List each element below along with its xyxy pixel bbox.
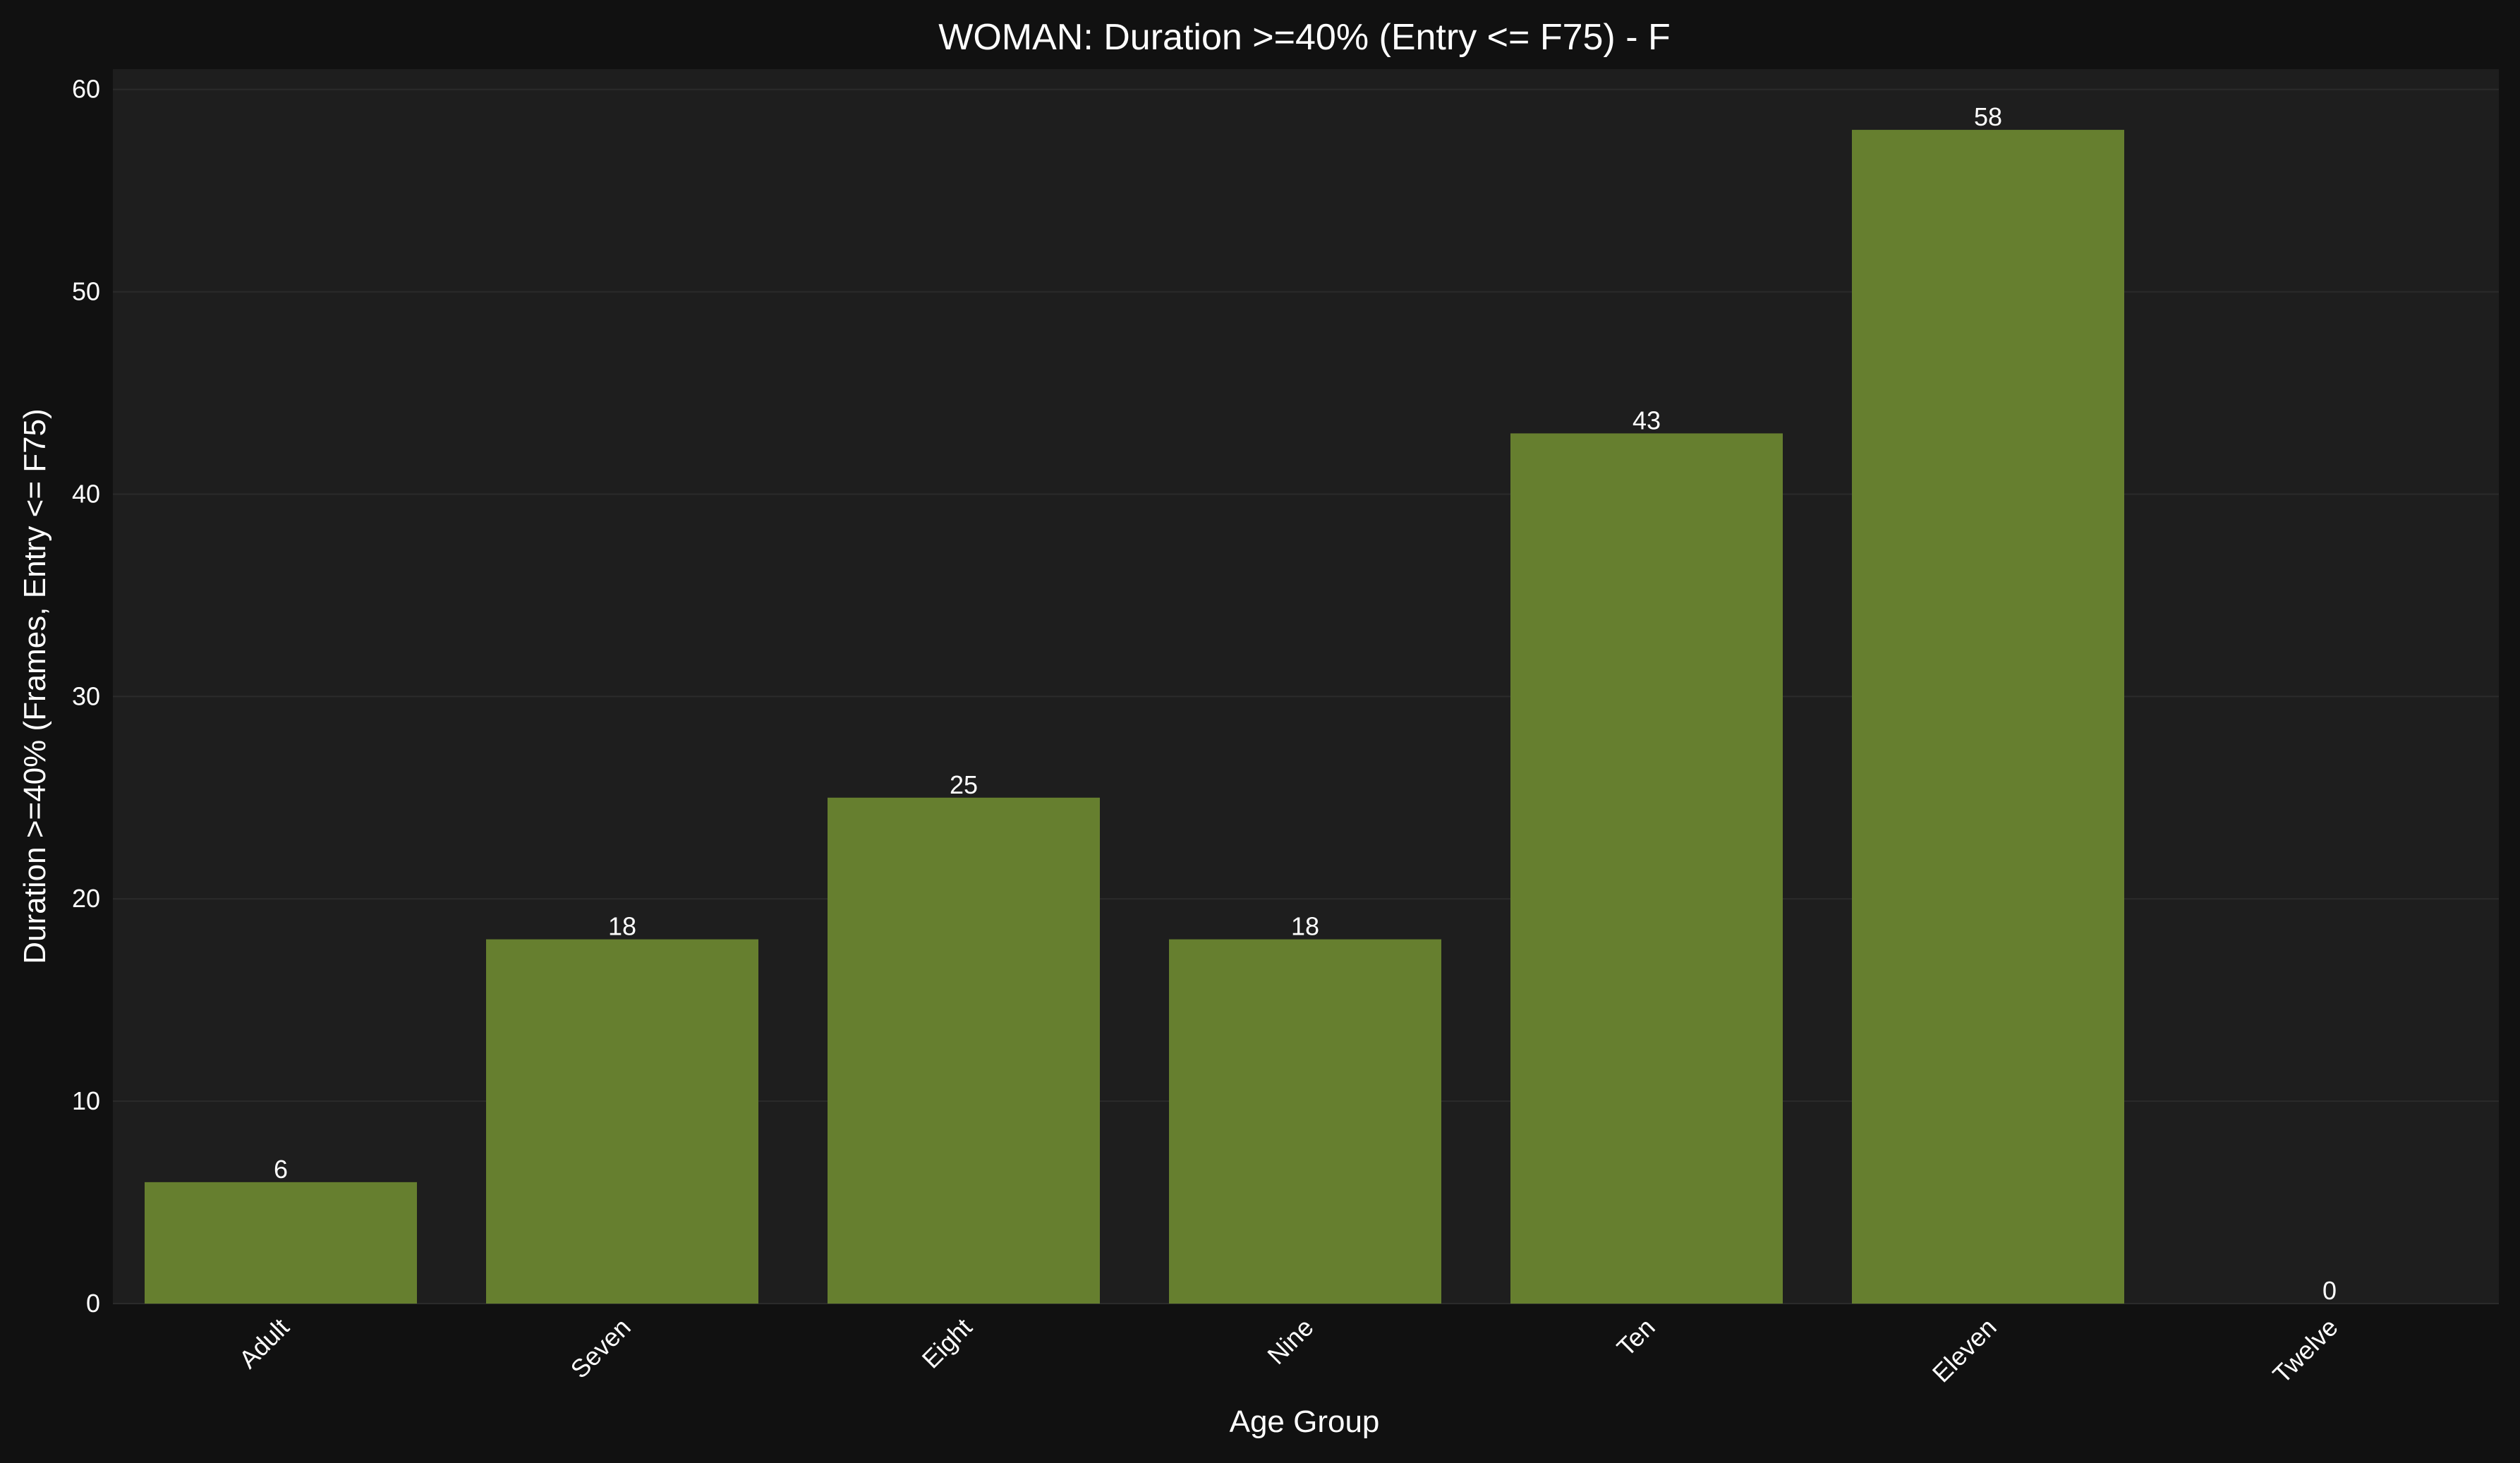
x-axis-label: Age Group bbox=[1230, 1404, 1380, 1439]
bar-eleven bbox=[1852, 130, 2124, 1304]
bar-ten bbox=[1510, 433, 1783, 1304]
bar-value-label: 25 bbox=[950, 770, 978, 799]
bars bbox=[145, 130, 2124, 1304]
y-tick-label: 20 bbox=[72, 884, 100, 913]
y-tick-label: 40 bbox=[72, 479, 100, 508]
y-axis-ticks: 0 10 20 30 40 50 60 bbox=[72, 75, 100, 1318]
y-tick-label: 0 bbox=[86, 1289, 100, 1318]
y-tick-label: 30 bbox=[72, 681, 100, 710]
bar-adult bbox=[145, 1182, 417, 1304]
bar-value-label: 43 bbox=[1632, 406, 1661, 435]
bar-value-label: 58 bbox=[1974, 102, 2002, 131]
bar-eight bbox=[828, 797, 1100, 1304]
y-tick-label: 60 bbox=[72, 75, 100, 104]
bar-value-label: 0 bbox=[2322, 1276, 2337, 1305]
bar-seven bbox=[486, 939, 758, 1304]
bar-value-label: 6 bbox=[274, 1155, 288, 1184]
bar-value-label: 18 bbox=[1291, 912, 1319, 941]
bar-labels: 6 18 25 18 43 58 0 bbox=[274, 102, 2337, 1305]
chart-title: WOMAN: Duration >=40% (Entry <= F75) - F bbox=[938, 17, 1670, 58]
y-tick-label: 10 bbox=[72, 1086, 100, 1115]
y-tick-label: 50 bbox=[72, 277, 100, 306]
bar-nine bbox=[1169, 939, 1441, 1304]
y-axis-label: Duration >=40% (Frames, Entry <= F75) bbox=[18, 408, 52, 964]
bar-value-label: 18 bbox=[608, 912, 636, 941]
